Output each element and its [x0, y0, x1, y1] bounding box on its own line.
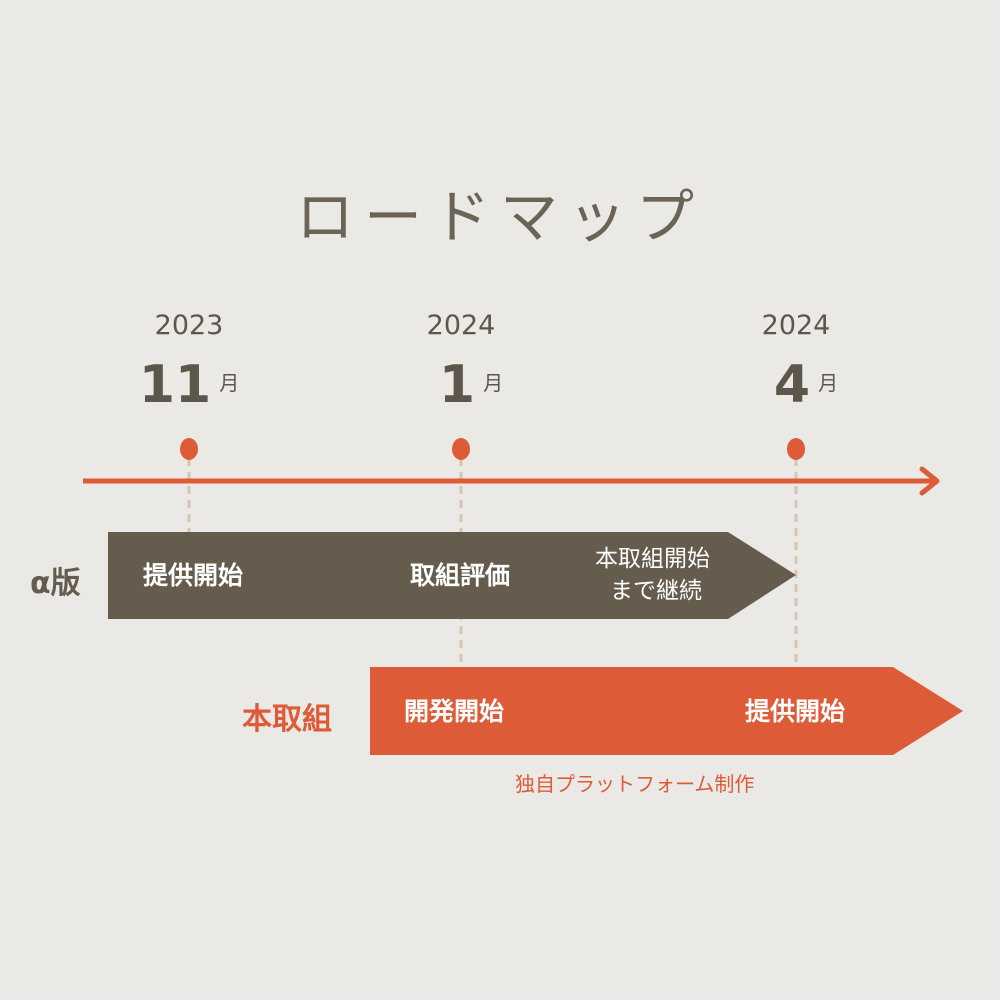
- alpha-item: 提供開始: [143, 561, 244, 590]
- milestone-dot: [787, 438, 805, 460]
- main-item: 提供開始: [745, 697, 846, 726]
- page-title: ロードマップ: [295, 183, 704, 251]
- axis-arrowhead: [919, 466, 940, 496]
- alpha-arrow-bar: [108, 532, 796, 619]
- row-label-main: 本取組: [242, 702, 332, 737]
- main-note: 独自プラットフォーム制作: [515, 772, 755, 796]
- alpha-item: 取組評価: [410, 561, 511, 590]
- month-unit: 月: [219, 371, 240, 395]
- milestone-dot: [180, 438, 198, 460]
- milestone-year: 2024: [761, 310, 831, 341]
- month-number: 11: [138, 355, 212, 415]
- main-arrow-bar: [370, 667, 963, 755]
- month-unit: 月: [818, 371, 839, 395]
- alpha-item: 本取組開始: [595, 546, 710, 572]
- row-label-alpha: α版: [30, 566, 81, 601]
- milestone-year: 2023: [154, 310, 224, 341]
- alpha-item: まで継続: [610, 578, 702, 604]
- month-unit: 月: [483, 371, 504, 395]
- milestone-month: 11 月: [109, 355, 269, 415]
- milestone-dot: [452, 438, 470, 460]
- month-number: 4: [773, 355, 811, 415]
- month-number: 1: [438, 355, 476, 415]
- milestone-year: 2024: [426, 310, 496, 341]
- main-item: 開発開始: [404, 697, 505, 726]
